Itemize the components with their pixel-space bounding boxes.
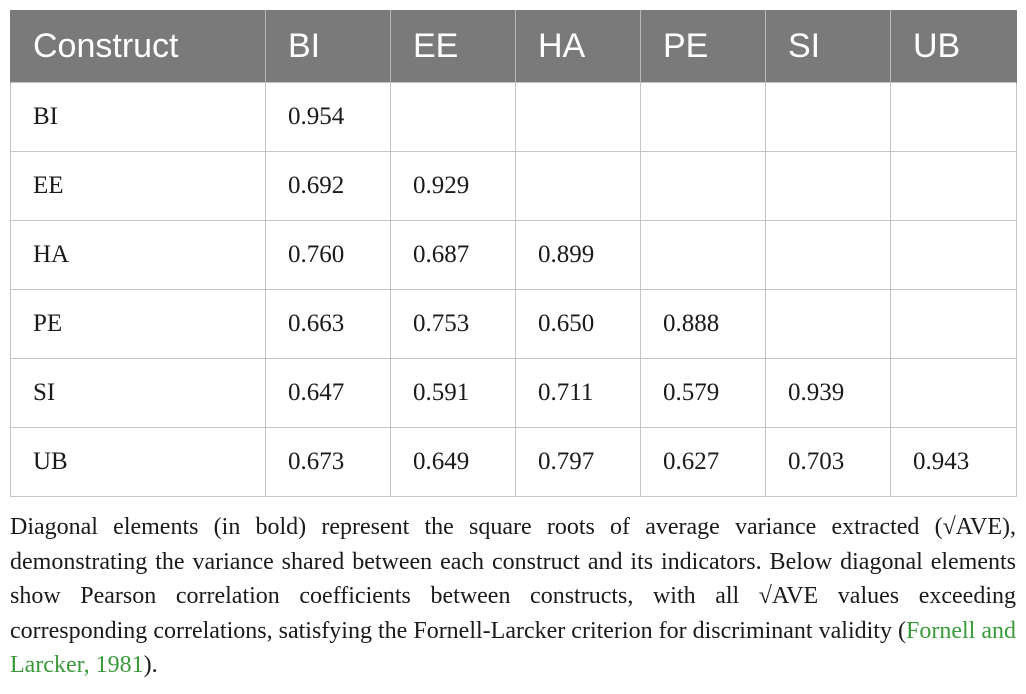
table-row: PE 0.663 0.753 0.650 0.888 <box>10 289 1017 359</box>
table-cell <box>640 220 766 290</box>
table-cell: 0.579 <box>640 358 766 428</box>
table-cell <box>765 151 891 221</box>
table-cell: 0.939 <box>765 358 891 428</box>
table-cell <box>640 82 766 152</box>
table-cell: 0.650 <box>515 289 641 359</box>
table-cell: 0.899 <box>515 220 641 290</box>
row-label: SI <box>10 358 266 428</box>
table-cell: 0.692 <box>265 151 391 221</box>
table-cell: 0.647 <box>265 358 391 428</box>
table-cell: 0.797 <box>515 427 641 497</box>
header-bi: BI <box>265 10 391 83</box>
table-cell <box>890 82 1017 152</box>
footnote-text: Diagonal elements (in bold) represent th… <box>10 514 1016 644</box>
row-label: UB <box>10 427 266 497</box>
table-cell <box>765 82 891 152</box>
discriminant-validity-table: Construct BI EE HA PE SI UB BI 0.954 EE <box>10 10 1017 497</box>
table-row: EE 0.692 0.929 <box>10 151 1017 221</box>
table-cell: 0.687 <box>390 220 516 290</box>
table-header-row: Construct BI EE HA PE SI UB <box>10 10 1017 83</box>
header-ee: EE <box>390 10 516 83</box>
table-cell <box>515 82 641 152</box>
header-si: SI <box>765 10 891 83</box>
table-cell: 0.591 <box>390 358 516 428</box>
table-cell <box>765 220 891 290</box>
table-cell: 0.703 <box>765 427 891 497</box>
table-cell: 0.943 <box>890 427 1017 497</box>
table-cell: 0.753 <box>390 289 516 359</box>
table-cell <box>390 82 516 152</box>
table-cell: 0.649 <box>390 427 516 497</box>
header-construct: Construct <box>10 10 266 83</box>
table-cell: 0.888 <box>640 289 766 359</box>
table-cell <box>765 289 891 359</box>
row-label: BI <box>10 82 266 152</box>
table-cell <box>515 151 641 221</box>
table-cell <box>890 151 1017 221</box>
table-cell: 0.954 <box>265 82 391 152</box>
row-label: EE <box>10 151 266 221</box>
row-label: HA <box>10 220 266 290</box>
row-label: PE <box>10 289 266 359</box>
table-row: SI 0.647 0.591 0.711 0.579 0.939 <box>10 358 1017 428</box>
correlation-table-container: Construct BI EE HA PE SI UB BI 0.954 EE <box>10 10 1017 497</box>
header-ha: HA <box>515 10 641 83</box>
table-cell: 0.663 <box>265 289 391 359</box>
table-cell <box>890 358 1017 428</box>
header-ub: UB <box>890 10 1017 83</box>
header-pe: PE <box>640 10 766 83</box>
table-row: HA 0.760 0.687 0.899 <box>10 220 1017 290</box>
table-cell: 0.673 <box>265 427 391 497</box>
footnote-end: ). <box>143 652 158 678</box>
table-cell: 0.711 <box>515 358 641 428</box>
table-footnote: Diagonal elements (in bold) represent th… <box>10 510 1016 683</box>
table-cell <box>890 220 1017 290</box>
table-cell: 0.929 <box>390 151 516 221</box>
table-cell <box>890 289 1017 359</box>
table-row: BI 0.954 <box>10 82 1017 152</box>
table-cell: 0.760 <box>265 220 391 290</box>
citation-link[interactable]: Fornell and Larcker, 1981 <box>10 617 1016 679</box>
table-cell: 0.627 <box>640 427 766 497</box>
table-row: UB 0.673 0.649 0.797 0.627 0.703 0.943 <box>10 427 1017 497</box>
table-cell <box>640 151 766 221</box>
